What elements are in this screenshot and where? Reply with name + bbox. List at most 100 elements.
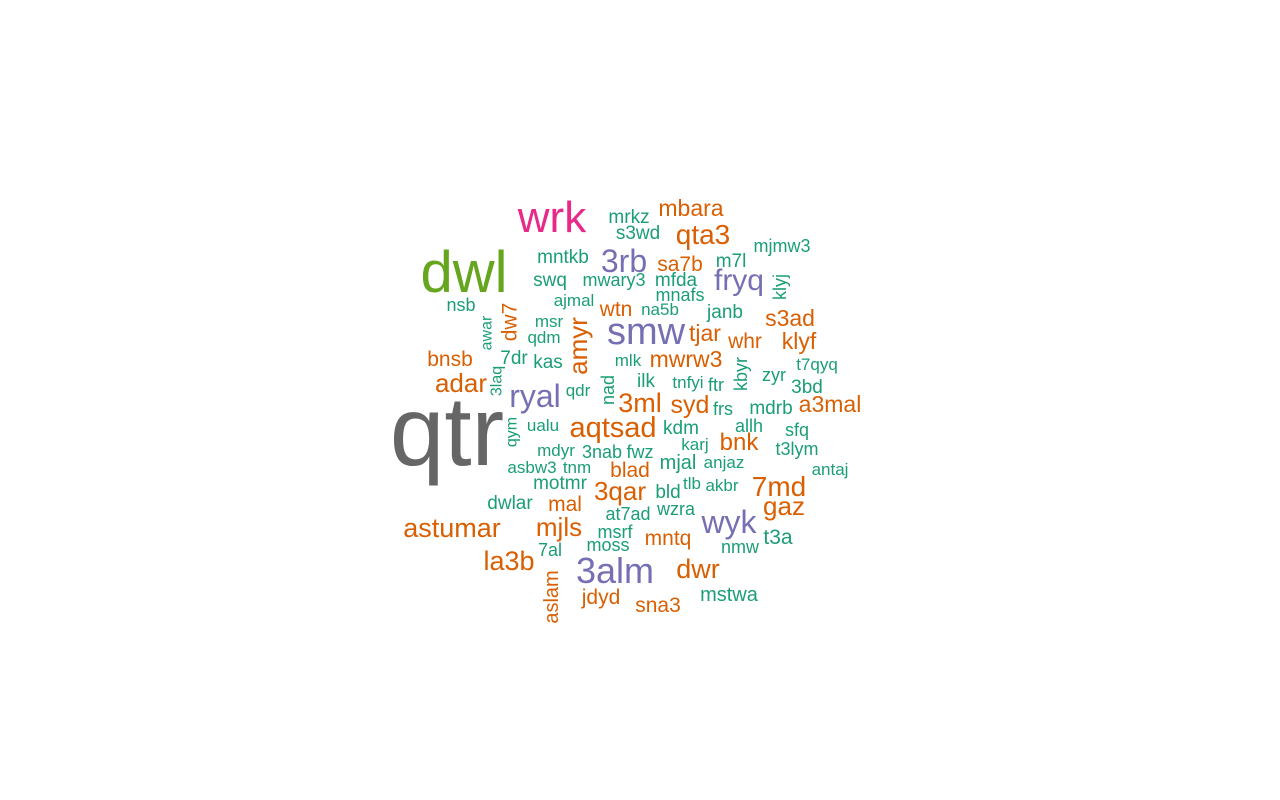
word-tjar: tjar bbox=[689, 320, 721, 346]
word-7al: 7al bbox=[538, 540, 562, 560]
word-nad: nad bbox=[598, 375, 618, 405]
word-aqtsad: aqtsad bbox=[569, 412, 656, 444]
word-mdrb: mdrb bbox=[749, 398, 792, 419]
word-wrk: wrk bbox=[517, 193, 587, 242]
word-frs: frs bbox=[713, 399, 733, 419]
word-adar: adar bbox=[435, 368, 487, 398]
word-mwary3: mwary3 bbox=[582, 270, 645, 290]
word-na5b: na5b bbox=[641, 300, 679, 319]
word-klyj: klyj bbox=[770, 274, 790, 300]
word-dwlar: dwlar bbox=[487, 493, 533, 514]
word-mnafs: mnafs bbox=[655, 285, 704, 305]
word-qdr: qdr bbox=[566, 381, 591, 400]
word-mjal: mjal bbox=[660, 452, 697, 474]
word-3laq: 3laq bbox=[489, 366, 506, 396]
word-tlb: tlb bbox=[683, 474, 701, 493]
word-syd: syd bbox=[671, 391, 710, 419]
word-astumar: astumar bbox=[403, 513, 501, 543]
word-sa7b: sa7b bbox=[657, 253, 703, 276]
word-ualu: ualu bbox=[527, 416, 559, 435]
word-dwl: dwl bbox=[420, 240, 507, 305]
word-mdyr: mdyr bbox=[537, 441, 575, 460]
word-msr: msr bbox=[535, 312, 564, 331]
word-qta3: qta3 bbox=[676, 219, 731, 250]
word-bnsb: bnsb bbox=[427, 348, 473, 371]
word-msrf: msrf bbox=[598, 522, 634, 542]
word-a3mal: a3mal bbox=[799, 391, 862, 417]
word-allh: allh bbox=[735, 416, 763, 436]
word-s3wd: s3wd bbox=[616, 223, 660, 244]
word-fryq: fryq bbox=[714, 264, 764, 297]
word-bld: bld bbox=[655, 482, 680, 503]
word-3nab: 3nab bbox=[582, 442, 622, 462]
word-wyk: wyk bbox=[700, 504, 757, 540]
word-qtr: qtr bbox=[390, 376, 504, 486]
word-mstwa: mstwa bbox=[700, 584, 759, 606]
word-karj: karj bbox=[681, 435, 708, 454]
word-ilk: ilk bbox=[637, 371, 655, 392]
word-akbr: akbr bbox=[705, 476, 738, 495]
word-kas: kas bbox=[533, 352, 563, 373]
word-amyr: amyr bbox=[563, 317, 593, 375]
word-mjmw3: mjmw3 bbox=[754, 236, 811, 256]
word-t3a: t3a bbox=[763, 526, 793, 549]
word-anjaz: anjaz bbox=[704, 453, 745, 472]
word-7md: 7md bbox=[752, 471, 806, 502]
word-la3b: la3b bbox=[483, 546, 534, 576]
word-3alm: 3alm bbox=[576, 550, 654, 591]
word-antaj: antaj bbox=[812, 460, 849, 479]
word-wtn: wtn bbox=[599, 298, 633, 321]
word-dwr: dwr bbox=[676, 554, 720, 584]
word-at7ad: at7ad bbox=[605, 504, 650, 524]
word-klyf: klyf bbox=[782, 328, 817, 354]
word-7dr: 7dr bbox=[500, 348, 528, 369]
word-gaz: gaz bbox=[763, 491, 805, 521]
word-janb: janb bbox=[706, 302, 743, 323]
word-ftr: ftr bbox=[708, 375, 724, 395]
word-mbara: mbara bbox=[658, 195, 723, 221]
word-mwrw3: mwrw3 bbox=[650, 346, 723, 372]
word-jdyd: jdyd bbox=[581, 586, 621, 609]
word-3qar: 3qar bbox=[594, 476, 646, 506]
word-swq: swq bbox=[533, 270, 567, 291]
word-zyr: zyr bbox=[762, 365, 786, 385]
word-qym: qym bbox=[504, 417, 521, 447]
word-aslam: aslam bbox=[541, 570, 563, 623]
word-nmw: nmw bbox=[721, 537, 760, 557]
word-ryal: ryal bbox=[509, 378, 561, 414]
word-mjls: mjls bbox=[536, 512, 582, 542]
word-asbw3: asbw3 bbox=[507, 458, 556, 477]
word-awar: awar bbox=[479, 315, 496, 350]
word-sna3: sna3 bbox=[635, 594, 681, 617]
word-dw7: dw7 bbox=[499, 303, 522, 342]
word-mfda: mfda bbox=[655, 270, 698, 291]
word-whr: whr bbox=[727, 330, 762, 353]
word-3bd: 3bd bbox=[791, 377, 823, 398]
word-mlk: mlk bbox=[615, 351, 642, 370]
word-mrkz: mrkz bbox=[608, 207, 649, 228]
word-smw: smw bbox=[607, 311, 686, 353]
word-mntkb: mntkb bbox=[537, 247, 589, 268]
word-mal: mal bbox=[548, 493, 582, 516]
word-t7qyq: t7qyq bbox=[796, 355, 838, 374]
word-mntq: mntq bbox=[645, 527, 692, 550]
word-nsb: nsb bbox=[446, 295, 475, 315]
word-fwz: fwz bbox=[627, 442, 654, 462]
word-wzra: wzra bbox=[656, 499, 696, 519]
word-moss: moss bbox=[586, 535, 629, 555]
word-blad: blad bbox=[610, 459, 650, 482]
word-kdm: kdm bbox=[663, 418, 699, 439]
word-tnfyi: tnfyi bbox=[672, 373, 703, 392]
word-sfq: sfq bbox=[785, 420, 809, 440]
word-m7l: m7l bbox=[716, 251, 747, 272]
word-3ml: 3ml bbox=[618, 388, 662, 418]
word-tnm: tnm bbox=[563, 458, 591, 477]
word-s3ad: s3ad bbox=[765, 305, 815, 331]
word-3rb: 3rb bbox=[601, 243, 647, 279]
word-ajmal: ajmal bbox=[554, 291, 595, 310]
word-motmr: motmr bbox=[533, 473, 588, 494]
word-qdm: qdm bbox=[527, 328, 560, 347]
word-t3lym: t3lym bbox=[775, 439, 818, 459]
word-kbyr: kbyr bbox=[731, 357, 751, 391]
